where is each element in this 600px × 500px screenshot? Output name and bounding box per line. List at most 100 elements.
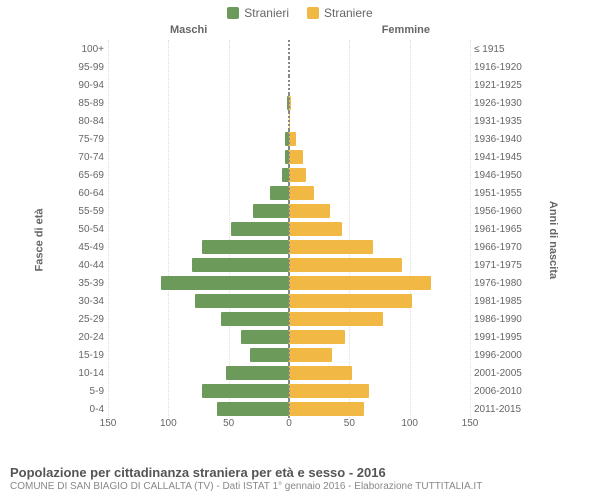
legend-swatch [307,7,319,19]
legend-label: Stranieri [244,6,289,20]
male-bar [270,186,289,200]
y-axis-label-age: Fasce di età [33,209,45,272]
birth-tick: 1971-1975 [470,260,530,271]
male-group-label: Maschi [170,24,207,36]
center-line [288,256,290,274]
birth-tick: 1981-1985 [470,296,530,307]
x-axis-tick: 50 [344,418,355,429]
chart-row: 15-191996-2000 [70,346,530,364]
birth-tick: 1966-1970 [470,242,530,253]
age-tick: 35-39 [70,278,108,289]
male-bar [241,330,289,344]
chart-row: 30-34 1981-1985 [70,292,530,310]
bar-pair [108,346,470,364]
center-line [288,94,290,112]
male-bar [250,348,289,362]
chart-footer: Popolazione per cittadinanza straniera p… [10,465,590,492]
birth-tick: 1996-2000 [470,350,530,361]
male-bar [192,258,289,272]
age-tick: 30-34 [70,296,108,307]
birth-tick: ≤ 1915 [470,44,530,55]
chart-row: 65-691946-1950 [70,166,530,184]
bar-pair [108,112,470,130]
male-bar [231,222,289,236]
birth-tick: 1921-1925 [470,80,530,91]
female-group-label: Femmine [382,24,430,36]
bar-pair [108,94,470,112]
age-tick: 70-74 [70,152,108,163]
age-tick: 60-64 [70,188,108,199]
chart-row: 20-241991-1995 [70,328,530,346]
x-axis: 15010050050100150 [108,418,470,440]
age-tick: 45-49 [70,242,108,253]
female-bar [289,330,345,344]
chart-row: 45-49 1966-1970 [70,238,530,256]
chart-row: 95-991916-1920 [70,58,530,76]
bar-pair [108,328,470,346]
center-line [288,364,290,382]
chart-row: 40-44 1971-1975 [70,256,530,274]
x-axis-tick: 50 [223,418,234,429]
chart-row: 10-142001-2005 [70,364,530,382]
legend: Stranieri Straniere [0,0,600,20]
bar-pair [108,364,470,382]
birth-tick: 1986-1990 [470,314,530,325]
bar-pair [108,130,470,148]
chart-row: 75-791936-1940 [70,130,530,148]
birth-tick: 1991-1995 [470,332,530,343]
chart-title: Popolazione per cittadinanza straniera p… [10,465,590,480]
female-bar [289,258,402,272]
male-bar [221,312,289,326]
center-line [288,166,290,184]
birth-tick: 1956-1960 [470,206,530,217]
age-tick: 65-69 [70,170,108,181]
male-bar [202,384,289,398]
chart-row: 50-541961-1965 [70,220,530,238]
x-axis-tick: 100 [160,418,177,429]
bar-pair [108,58,470,76]
female-bar [289,366,352,380]
center-line [288,40,290,58]
female-bar [289,204,330,218]
age-tick: 40-44 [70,260,108,271]
male-bar [253,204,289,218]
x-axis-tick: 100 [401,418,418,429]
female-bar [289,132,296,146]
birth-tick: 1941-1945 [470,152,530,163]
female-bar [289,402,364,416]
chart-row: 80-841931-1935 [70,112,530,130]
female-bar [289,168,306,182]
male-bar [217,402,289,416]
age-tick: 55-59 [70,206,108,217]
birth-tick: 2011-2015 [470,404,530,415]
age-tick: 85-89 [70,98,108,109]
legend-label: Straniere [324,6,373,20]
age-tick: 90-94 [70,80,108,91]
birth-tick: 1961-1965 [470,224,530,235]
female-bar [289,312,383,326]
center-line [288,274,290,292]
female-bar [289,294,412,308]
age-tick: 0-4 [70,404,108,415]
bar-pair [108,202,470,220]
age-tick: 75-79 [70,134,108,145]
birth-tick: 2006-2010 [470,386,530,397]
center-line [288,202,290,220]
bar-pair [108,400,470,418]
bar-pair [108,40,470,58]
birth-tick: 2001-2005 [470,368,530,379]
female-bar [289,276,431,290]
center-line [288,382,290,400]
bar-pair [108,382,470,400]
male-bar [195,294,289,308]
y-axis-label-birth: Anni di nascita [547,201,559,279]
chart-row: 60-641951-1955 [70,184,530,202]
center-line [288,112,290,130]
x-axis-tick: 150 [100,418,117,429]
center-line [288,220,290,238]
chart-row: 85-891926-1930 [70,94,530,112]
female-bar [289,384,369,398]
bar-pair [108,76,470,94]
center-line [288,130,290,148]
center-line [288,292,290,310]
